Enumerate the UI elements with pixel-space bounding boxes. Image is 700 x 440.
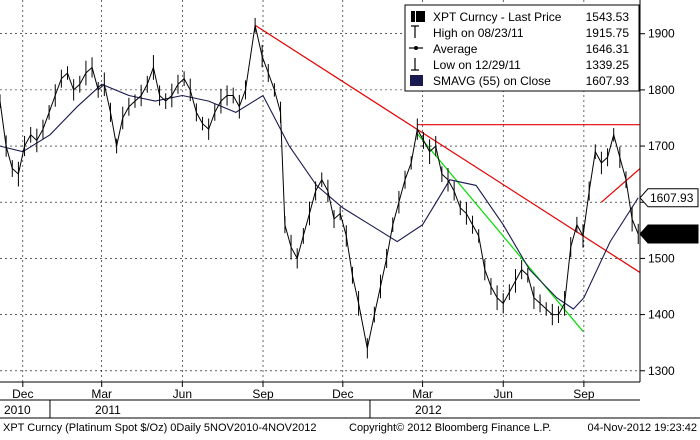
trendline xyxy=(254,24,641,273)
legend-value: 1543.53 xyxy=(586,10,630,24)
y-tick-label: 1400 xyxy=(648,308,675,322)
navy-square-icon xyxy=(410,75,423,86)
value-badge: 1607.93 xyxy=(639,188,699,208)
sma-series-line xyxy=(0,83,639,310)
low-marker-icon xyxy=(411,58,419,71)
price-series-line xyxy=(0,25,639,349)
trendline xyxy=(601,168,641,203)
trendline xyxy=(416,133,584,332)
value-badge-label: 1543.53 xyxy=(650,227,694,241)
x-tick-label: Mar xyxy=(91,387,112,401)
year-label: 2012 xyxy=(415,403,442,417)
footer-source: XPT Curncy (Platinum Spot $/Oz) 0Daily 5… xyxy=(3,422,316,434)
footer-timestamp: 04-Nov-2012 19:23:42 xyxy=(588,422,697,434)
legend-label: SMAVG (55) on Close xyxy=(433,74,551,88)
y-tick-label: 1800 xyxy=(648,83,675,97)
legend-value: 1646.31 xyxy=(586,42,630,56)
price-layer xyxy=(0,17,639,359)
filled-square-icon xyxy=(411,11,415,22)
x-tick-label: Dec xyxy=(12,387,33,401)
sma-layer xyxy=(0,83,639,310)
value-badge-box xyxy=(639,188,699,208)
value-badge-label: 1607.93 xyxy=(650,191,694,205)
legend-box xyxy=(404,4,640,92)
x-axis: Dec Mar Jun Sep Dec Mar Jun Sep 2010 2011 2012 xyxy=(4,382,595,418)
legend-row: SMAVG (55) on Close 1607.93 xyxy=(410,74,629,88)
year-label: 2011 xyxy=(95,403,121,417)
legend-value: 1915.75 xyxy=(586,26,630,40)
gridlines xyxy=(0,0,640,382)
legend-value: 1607.93 xyxy=(586,74,630,88)
x-tick-label: Dec xyxy=(332,387,353,401)
y-tick-label: 1300 xyxy=(648,364,675,378)
value-badges: 1607.93 1543.53 xyxy=(639,188,699,244)
trendlines xyxy=(254,24,641,332)
legend-row: Average 1646.31 xyxy=(409,42,629,56)
legend-value: 1339.25 xyxy=(586,58,630,72)
legend-row: Low on 12/29/11 1339.25 xyxy=(411,58,629,72)
x-tick-label: Mar xyxy=(412,387,433,401)
x-tick-label: Sep xyxy=(573,387,595,401)
x-tick-label: Sep xyxy=(252,387,274,401)
footer-copyright: Copyright© 2012 Bloomberg Finance L.P. xyxy=(349,422,551,434)
x-tick-label: Jun xyxy=(173,387,192,401)
x-tick-label: Jun xyxy=(494,387,513,401)
legend-label: High on 08/23/11 xyxy=(433,26,524,40)
high-marker-icon xyxy=(411,25,419,38)
value-badge: 1543.53 xyxy=(639,224,699,244)
value-badge-box xyxy=(639,224,699,244)
y-tick-label: 1700 xyxy=(648,139,675,153)
y-tick-label: 1500 xyxy=(648,251,675,265)
legend-label: XPT Curncy - Last Price xyxy=(433,10,562,24)
year-label: 2010 xyxy=(4,403,31,417)
legend-row: High on 08/23/11 1915.75 xyxy=(411,25,630,40)
legend-row: XPT Curncy - Last Price 1543.53 xyxy=(411,10,629,24)
y-tick-label: 1900 xyxy=(648,27,675,41)
legend: XPT Curncy - Last Price 1543.53 High on … xyxy=(404,4,640,92)
legend-label: Average xyxy=(433,42,478,56)
legend-label: Low on 12/29/11 xyxy=(433,58,521,72)
